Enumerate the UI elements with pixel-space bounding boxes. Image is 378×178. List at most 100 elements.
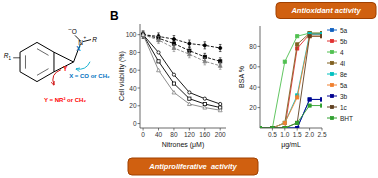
data-point — [218, 64, 222, 67]
error-bar — [188, 51, 191, 58]
data-point — [141, 33, 144, 36]
series-line — [143, 35, 220, 111]
legend-marker — [331, 95, 334, 98]
y-axis-line — [260, 26, 261, 128]
data-point — [308, 35, 311, 38]
data-point — [260, 126, 262, 128]
atom-label: Y — [63, 65, 68, 72]
y-tick-label: 0 — [133, 120, 137, 127]
series-line — [260, 99, 322, 128]
y-tick — [138, 70, 141, 71]
data-point — [308, 98, 311, 101]
series-line — [143, 35, 220, 108]
y-tick-label: 80 — [129, 49, 137, 56]
legend-line — [327, 96, 337, 97]
panel-label: B — [110, 9, 119, 23]
data-point — [296, 35, 299, 38]
legend-label: 8e — [340, 71, 348, 78]
data-point — [157, 51, 160, 54]
x-axis-line — [140, 128, 226, 129]
y-tick — [138, 34, 141, 35]
ring-bond — [20, 72, 37, 82]
y-tick — [138, 52, 141, 53]
x-axis-label: μg/mL — [281, 141, 301, 149]
data-point — [320, 98, 322, 101]
data-point — [260, 126, 262, 128]
legend-line — [327, 74, 337, 75]
series-line — [143, 35, 220, 48]
y-tick-label: 80 — [249, 43, 257, 50]
y-tick — [258, 46, 261, 47]
data-point — [271, 126, 274, 128]
data-point — [320, 104, 322, 107]
x-tick-label: 200 — [215, 131, 226, 138]
y-tick — [138, 105, 141, 106]
activity-label: Antiproliferative activity — [148, 162, 237, 171]
data-point — [296, 121, 299, 124]
data-point — [260, 126, 262, 128]
data-point — [203, 44, 206, 47]
data-point — [260, 126, 262, 128]
plot-area — [260, 32, 322, 128]
y-tick — [258, 87, 261, 88]
legend-line — [327, 118, 337, 119]
series-line — [260, 33, 322, 128]
subscript-label: 1 — [8, 56, 11, 61]
data-point — [157, 68, 161, 71]
data-point — [271, 126, 274, 128]
chart-panel: 0.51.01.52.02.520406080μg/mLBSA %5a5b44l… — [238, 26, 354, 149]
data-point — [296, 43, 299, 46]
error-bar — [157, 36, 160, 43]
legend-line — [327, 41, 337, 42]
charge-label: + — [83, 35, 86, 40]
legend-line — [327, 107, 337, 108]
structure-note: X = CO or CH₂ — [69, 73, 110, 79]
data-point — [157, 38, 161, 41]
error-bar — [188, 40, 191, 47]
x-tick-label: 80 — [170, 131, 178, 138]
figure: 04080120160200020406080100Nitrones (μM)C… — [0, 0, 378, 178]
error-bar — [173, 44, 176, 51]
ring-bond — [37, 42, 54, 52]
legend-marker — [331, 40, 334, 43]
data-point — [141, 33, 144, 36]
data-point — [308, 104, 311, 107]
double-bond — [37, 69, 49, 76]
data-point — [203, 59, 207, 62]
data-point — [308, 98, 311, 101]
data-point — [271, 126, 274, 128]
legend-marker — [331, 73, 334, 76]
data-point — [188, 97, 191, 100]
error-bar — [219, 44, 222, 51]
ring-bond — [54, 52, 74, 62]
plot-area — [141, 31, 222, 112]
legend-marker — [331, 62, 334, 65]
data-point — [271, 126, 274, 128]
activity-box — [276, 3, 376, 19]
legend-label: 5a — [340, 27, 348, 34]
x-axis-label: Nitrones (μM) — [162, 141, 205, 149]
data-point — [157, 60, 160, 63]
y-tick-label: 60 — [129, 67, 137, 74]
legend-marker — [331, 84, 334, 87]
data-point — [296, 96, 299, 99]
ring-bond — [37, 72, 54, 82]
data-point — [172, 91, 176, 94]
data-point — [219, 102, 222, 105]
legend-label: 4 — [340, 49, 344, 56]
legend-marker — [331, 51, 334, 54]
data-point — [172, 73, 175, 76]
y-tick — [138, 88, 141, 89]
error-bar — [203, 58, 206, 65]
legend-label: 4l — [340, 60, 346, 67]
data-point — [308, 35, 311, 38]
data-point — [283, 126, 286, 128]
data-point — [141, 33, 145, 36]
ring-bond — [20, 42, 37, 52]
activity-label: Antioxidant activity — [290, 6, 361, 15]
atom-label: O — [72, 28, 77, 35]
legend-marker — [331, 106, 334, 109]
data-point — [172, 82, 175, 85]
data-point — [271, 126, 274, 128]
legend-label: 3b — [340, 93, 348, 100]
